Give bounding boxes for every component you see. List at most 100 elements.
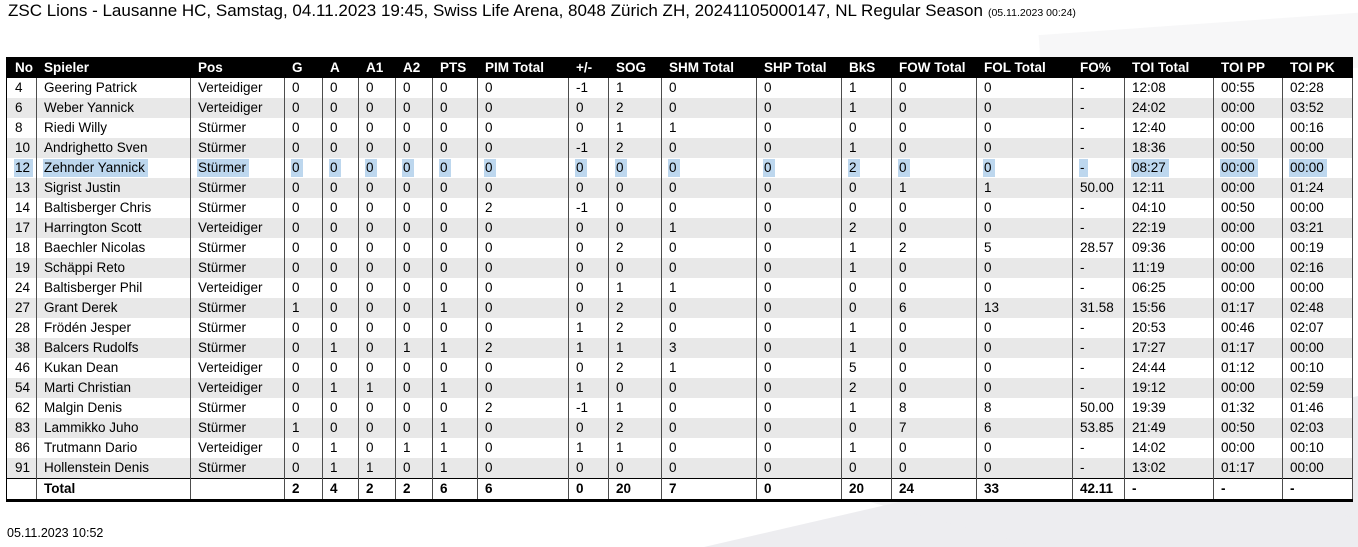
cell-text: 00:00 bbox=[1221, 100, 1255, 115]
cell-text: 0 bbox=[330, 320, 338, 335]
cell-text: 0 bbox=[403, 100, 411, 115]
player-row[interactable]: 12 Zehnder Yannick Stürmer 0 0 0 0 0 0 0 0 0 0 2 0 0 - 08… bbox=[6, 158, 1353, 178]
cell-text: Stürmer bbox=[198, 240, 247, 255]
cell-text: 0 bbox=[485, 280, 493, 295]
cell-toi_pk: 01:46 bbox=[1282, 398, 1353, 418]
cell-pim_total: 0 bbox=[477, 298, 569, 318]
player-row[interactable]: 91 Hollenstein Denis Stürmer 0 1 1 0 1 0 0 0 0 0 0 0 0 -… bbox=[6, 458, 1353, 479]
cell-toi_total: 09:36 bbox=[1124, 238, 1214, 258]
cell-fol_total: 0 bbox=[976, 378, 1073, 398]
cell-text: 0 bbox=[440, 200, 448, 215]
player-row[interactable]: 10 Andrighetto Sven Stürmer 0 0 0 0 0 0 -1 2 0 0 1 0 0-… bbox=[6, 138, 1353, 158]
cell-fow_total: 0 bbox=[891, 318, 977, 338]
cell-spieler: Schäppi Reto bbox=[36, 258, 191, 278]
cell-fo_pct: - bbox=[1072, 258, 1125, 278]
cell-text: 1 bbox=[403, 340, 411, 355]
player-row[interactable]: 18 Baechler Nicolas Stürmer 0 0 0 0 0 0 0 2 0 0 1 2 5 28… bbox=[6, 238, 1353, 258]
cell-sog: 0 bbox=[608, 158, 662, 178]
cell-bks: 1 bbox=[841, 398, 892, 418]
cell-a2: 0 bbox=[395, 318, 433, 338]
cell-pts: 1 bbox=[432, 338, 478, 358]
cell-fol_total: 0 bbox=[976, 118, 1073, 138]
cell-text: Stürmer bbox=[198, 180, 247, 195]
cell-text: 0 bbox=[616, 220, 624, 235]
player-row[interactable]: 6 Weber Yannick Verteidiger 0 0 0 0 0 0 0 2 0 0 1 0 0 - 2… bbox=[6, 98, 1353, 118]
cell-pos: Stürmer bbox=[190, 258, 285, 278]
cell-text: 0 bbox=[403, 240, 411, 255]
cell-text: 54 bbox=[15, 380, 31, 395]
player-row[interactable]: 86 Trutmann Dario Verteidiger 0 1 0 1 1 0 1 1 0 0 1 0 0… bbox=[6, 438, 1353, 458]
cell-text: 0 bbox=[366, 180, 374, 195]
cell-spieler: Baltisberger Chris bbox=[36, 198, 191, 218]
cell-text: 1 bbox=[616, 80, 624, 95]
player-row[interactable]: 83 Lammikko Juho Stürmer 1 0 0 0 1 0 0 2 0 0 0 7 6 53.85… bbox=[6, 418, 1353, 438]
cell-text: 0 bbox=[439, 159, 451, 177]
player-row[interactable]: 8 Riedi Willy Stürmer 0 0 0 0 0 0 0 1 1 0 0 0 0 - 12:40 00… bbox=[6, 118, 1353, 138]
cell-a1: 0 bbox=[358, 278, 396, 298]
cell-plus_minus: 1 bbox=[568, 438, 609, 458]
cell-g: 0 bbox=[284, 158, 323, 178]
cell-a: 1 bbox=[322, 338, 359, 358]
cell-text: 0 bbox=[403, 200, 411, 215]
cell-spieler: Riedi Willy bbox=[36, 118, 191, 138]
cell-pos: Verteidiger bbox=[190, 98, 285, 118]
cell-toi_pk: 02:48 bbox=[1282, 298, 1353, 318]
cell-text: 0 bbox=[366, 360, 374, 375]
cell-bks: 2 bbox=[841, 218, 892, 238]
cell-plus_minus: 0 bbox=[568, 118, 609, 138]
player-row[interactable]: 13 Sigrist Justin Stürmer 0 0 0 0 0 0 0 0 0 0 0 1 1 50.0… bbox=[6, 178, 1353, 198]
player-row[interactable]: 38 Balcers Rudolfs Stürmer 0 1 0 1 1 2 1 1 3 0 1 0 0 - 17… bbox=[6, 338, 1353, 358]
cell-spieler: Grant Derek bbox=[36, 298, 191, 318]
cell-text: 0 bbox=[440, 240, 448, 255]
player-row[interactable]: 27 Grant Derek Stürmer 1 0 0 0 1 0 0 2 0 0 0 6 13 31.58 1… bbox=[6, 298, 1353, 318]
cell-text: 0 bbox=[292, 220, 300, 235]
cell-shm_total: 0 bbox=[661, 178, 757, 198]
cell-text: 1 bbox=[669, 120, 677, 135]
cell-text: 91 bbox=[15, 460, 31, 475]
cell-text: 0 bbox=[576, 260, 584, 275]
cell-text: 0 bbox=[849, 460, 857, 475]
player-row[interactable]: 46 Kukan Dean Verteidiger 0 0 0 0 0 0 0 2 1 0 5 0 0-24:… bbox=[6, 358, 1353, 378]
player-row[interactable]: 28 Frödén Jesper Stürmer 0 0 0 0 0 0 1 2 0 0 1 0 0 - 20:5… bbox=[6, 318, 1353, 338]
cell-shm_total: 0 bbox=[661, 158, 757, 178]
cell-toi_pp: 00:00 bbox=[1213, 218, 1283, 238]
cell-shm_total: 0 bbox=[661, 78, 757, 98]
player-row[interactable]: 54 Marti Christian Verteidiger 0 1 1 0 1 0 1 0 0 0 2 0… bbox=[6, 378, 1353, 398]
report-title-text: ZSC Lions - Lausanne HC, Samstag, 04.11.… bbox=[8, 1, 983, 20]
cell-pts: 0 bbox=[432, 258, 478, 278]
cell-text: 0 bbox=[292, 200, 300, 215]
player-row[interactable]: 24 Baltisberger Phil Verteidiger 0 0 0 0 0 0 0 1 1 0… bbox=[6, 278, 1353, 298]
player-row[interactable]: 62 Malgin Denis Stürmer 0 0 0 0 0 2 -1 1 0 0 1 8 8 50.00… bbox=[6, 398, 1353, 418]
cell-toi_pp: 00:50 bbox=[1213, 138, 1283, 158]
cell-plus_minus: -1 bbox=[568, 398, 609, 418]
cell-text: 15:56 bbox=[1132, 300, 1166, 315]
cell-text: 0 bbox=[764, 280, 772, 295]
cell-text: 0 bbox=[330, 180, 338, 195]
cell-text: - bbox=[1080, 440, 1085, 455]
cell-spieler: Trutmann Dario bbox=[36, 438, 191, 458]
player-stats-table: No Spieler Pos G A A1 A2 PTS PIM Total +/- SOG SHM … bbox=[6, 57, 1353, 502]
column-header-shp_total: SHP Total bbox=[756, 57, 842, 78]
cell-text: 0 bbox=[764, 440, 772, 455]
cell-text: 1 bbox=[849, 80, 857, 95]
cell-toi_pk: 01:24 bbox=[1282, 178, 1353, 198]
player-row[interactable]: 14 Baltisberger Chris Stürmer 0 0 0 0 0 2 -1 0 0 0 0 0… bbox=[6, 198, 1353, 218]
cell-text: 0 bbox=[292, 80, 300, 95]
cell-fo_pct: - bbox=[1072, 118, 1125, 138]
cell-fo_pct: - bbox=[1072, 198, 1125, 218]
cell-text: 1 bbox=[616, 400, 624, 415]
column-header-fo_pct: FO% bbox=[1072, 57, 1125, 78]
cell-shp_total: 0 bbox=[756, 318, 842, 338]
cell-fo_pct: - bbox=[1072, 318, 1125, 338]
cell-text: 0 bbox=[403, 220, 411, 235]
cell-text: 0 bbox=[576, 220, 584, 235]
player-row[interactable]: 4 Geering Patrick Verteidiger 0 0 0 0 0 0 -1 1 0 0 1 0… bbox=[6, 78, 1353, 98]
cell-text: 1 bbox=[576, 320, 584, 335]
player-row[interactable]: 19 Schäppi Reto Stürmer 0 0 0 0 0 0 0 0 0 0 1 0 0 - 11:19… bbox=[6, 258, 1353, 278]
cell-text: 0 bbox=[403, 140, 411, 155]
player-row[interactable]: 17 Harrington Scott Verteidiger 0 0 0 0 0 0 0 0 1 0 2… bbox=[6, 218, 1353, 238]
cell-shm_total: 0 bbox=[661, 418, 757, 438]
cell-shm_total: 0 bbox=[661, 458, 757, 479]
cell-text: 00:00 bbox=[1220, 159, 1258, 177]
cell-text: 0 bbox=[403, 180, 411, 195]
